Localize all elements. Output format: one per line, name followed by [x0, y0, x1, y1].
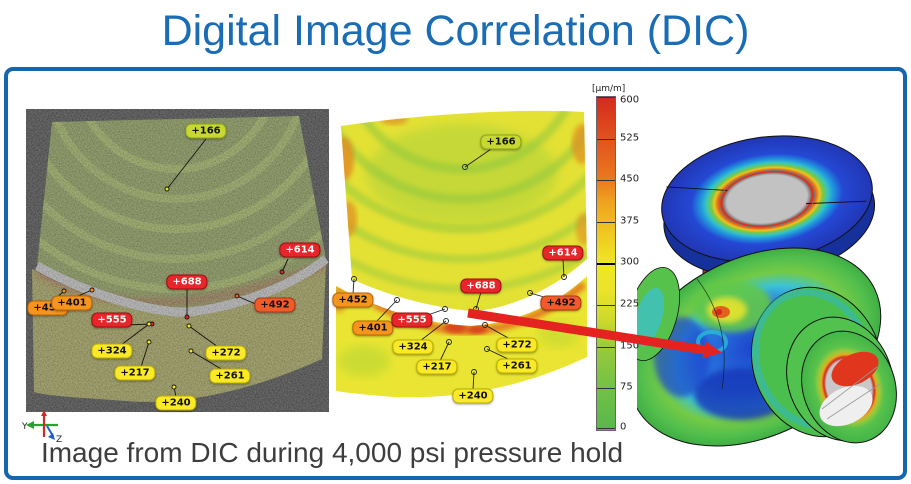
page-title: Digital Image Correlation (DIC)	[161, 7, 750, 55]
leader-lines	[351, 146, 567, 391]
fea-model-panel	[637, 99, 911, 454]
tick-75: 75	[620, 381, 633, 393]
tick-150: 150	[620, 340, 640, 352]
annotation-arrow	[467, 308, 722, 359]
strain-label-492: +492	[254, 297, 296, 313]
strain-label-614: +614	[279, 242, 321, 258]
strain-label-688: +688	[460, 278, 502, 294]
content-frame: +166 +614 +688 +452 +401 +555 +492 +324 …	[4, 67, 907, 480]
tick-0: 0	[620, 421, 627, 433]
strain-label-401: +401	[352, 320, 394, 336]
strain-label-217: +217	[416, 359, 458, 375]
tick-300: 300	[620, 256, 640, 268]
strain-label-324: +324	[392, 339, 434, 355]
fea-model-image	[637, 135, 897, 447]
strain-contour-panel: +166 +614 +688 +452 +401 +555 +492 +324 …	[332, 99, 589, 409]
colorbar-unit: [µm/m]	[592, 84, 626, 94]
colorbar-gradient	[596, 96, 616, 431]
tick-375: 375	[620, 215, 640, 227]
top-flange	[661, 135, 876, 279]
strain-label-240: +240	[155, 395, 197, 411]
strain-label-261: +261	[496, 358, 538, 374]
speckle-noise	[26, 109, 329, 412]
tick-225: 225	[620, 298, 640, 310]
tick-525: 525	[620, 132, 640, 144]
strain-label-272: +272	[205, 345, 247, 361]
strain-label-555: +555	[391, 312, 433, 328]
end-cap	[801, 330, 897, 444]
strain-label-166: +166	[185, 123, 227, 139]
axis-z-label: Z	[56, 435, 62, 445]
caption: Image from DIC during 4,000 psi pressure…	[40, 437, 624, 468]
strain-label-272: +272	[496, 337, 538, 353]
strain-label-217: +217	[114, 365, 156, 381]
axis-y-label: Y	[22, 422, 28, 432]
leader-lines	[51, 138, 289, 398]
tick-450: 450	[620, 173, 640, 185]
tick-600: 600	[620, 94, 640, 106]
axis-triad-icon: Y Z	[22, 410, 62, 445]
strain-colorbar: [µm/m] 600 525 450 375 300 225 150	[588, 84, 652, 444]
strain-label-492: +492	[540, 295, 582, 311]
strain-label-240: +240	[452, 388, 494, 404]
strain-label-401: +401	[51, 295, 93, 311]
strain-label-452: +452	[332, 292, 374, 308]
dic-speckle-panel: +166 +614 +688 +452 +401 +555 +492 +324 …	[26, 109, 329, 412]
strain-label-324: +324	[91, 343, 133, 359]
strain-label-688: +688	[166, 274, 208, 290]
strain-label-555: +555	[91, 312, 133, 328]
dic-speckle-image	[26, 109, 329, 412]
strain-label-166: +166	[480, 134, 522, 150]
strain-label-614: +614	[542, 245, 584, 261]
strain-label-261: +261	[209, 368, 251, 384]
